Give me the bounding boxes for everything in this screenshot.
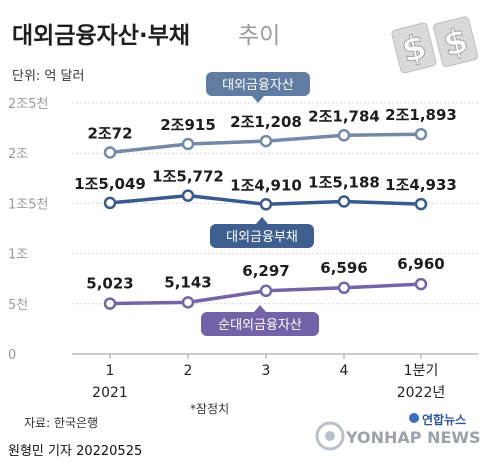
y-tick-label: 2조 <box>8 147 28 162</box>
data-label-liabilities: 1조4,910 <box>230 176 302 194</box>
data-point-assets <box>259 134 273 148</box>
data-point-assets <box>414 127 428 141</box>
series-name-liabilities: 대외금융부채 <box>226 230 298 245</box>
series-tag-liabilities <box>210 224 314 248</box>
series-tag-pointer <box>254 305 266 312</box>
series-name-net: 순대외금융자산 <box>218 318 302 333</box>
x-tick-label: 1분기 <box>404 363 439 379</box>
y-tick-label: 2조5천 <box>8 97 48 112</box>
data-point-net <box>337 281 351 295</box>
data-point-assets <box>103 146 117 159</box>
data-label-assets: 2조1,784 <box>308 107 380 125</box>
data-point-net <box>414 277 428 291</box>
data-label-net: 5,023 <box>86 275 133 293</box>
data-label-assets: 2조1,208 <box>230 113 302 131</box>
data-label-liabilities: 1조5,772 <box>152 168 224 186</box>
data-label-net: 5,143 <box>164 273 211 291</box>
series-name-assets: 대외금융자산 <box>222 78 294 93</box>
data-point-liabilities <box>259 198 273 211</box>
x-tick-label: 4 <box>340 363 349 379</box>
byline: 원형민 기자 20220525 <box>8 444 142 459</box>
data-point-assets <box>337 129 351 142</box>
data-label-net: 6,960 <box>397 255 444 273</box>
plot-area: 0 5천 1조 1조5천 2조 2조5천 1 2021 2 3 4 1분기 2022년 2조72 2조915… <box>8 72 478 401</box>
note-label: *잠정치 <box>190 402 229 416</box>
data-point-net <box>103 297 117 310</box>
y-tick-label: 0 <box>8 348 16 363</box>
data-label-net: 6,297 <box>242 262 289 280</box>
dollar-sign-icon: $ $ <box>391 16 479 74</box>
series-tag-net <box>201 312 319 336</box>
data-point-liabilities <box>337 195 351 208</box>
chart-title: 대외금융자산·부채 <box>12 23 190 49</box>
data-point-net <box>181 296 195 309</box>
data-label-assets: 2조915 <box>160 116 216 134</box>
x-tick-label: 2 <box>184 363 193 379</box>
data-label-liabilities: 1조5,188 <box>308 174 380 192</box>
data-label-liabilities: 1조4,933 <box>385 176 457 194</box>
data-label-net: 6,596 <box>320 259 367 277</box>
yonhap-logo-icon: 연합뉴스 YONHAP NEWS <box>315 412 481 451</box>
data-point-liabilities <box>103 196 117 210</box>
y-tick-label: 1조5천 <box>8 197 48 212</box>
source-label: 자료: 한국은행 <box>24 415 98 430</box>
x-group-label: 2021 <box>92 385 128 401</box>
y-tick-label: 5천 <box>8 298 28 313</box>
data-label-liabilities: 1조5,049 <box>74 175 146 193</box>
y-tick-label: 1조 <box>8 248 28 263</box>
agency-name: 연합뉴스 <box>422 412 466 427</box>
data-point-liabilities <box>414 197 428 211</box>
data-label-assets: 2조72 <box>87 124 132 142</box>
x-tick-label: 3 <box>262 363 271 379</box>
data-point-liabilities <box>181 189 195 202</box>
series-tag-assets <box>206 72 310 96</box>
series-tag-pointer <box>252 96 264 103</box>
series-tag-pointer <box>256 217 268 224</box>
x-tick-label: 1 <box>106 363 115 379</box>
data-point-assets <box>181 137 195 151</box>
unit-label: 단위: 억 달러 <box>12 69 84 84</box>
data-label-assets: 2조1,893 <box>385 106 457 124</box>
agency-name-en: YONHAP NEWS <box>345 428 481 447</box>
chart-title-suffix: 추이 <box>238 23 280 49</box>
x-group-label: 2022년 <box>397 385 446 401</box>
data-point-net <box>259 284 273 298</box>
